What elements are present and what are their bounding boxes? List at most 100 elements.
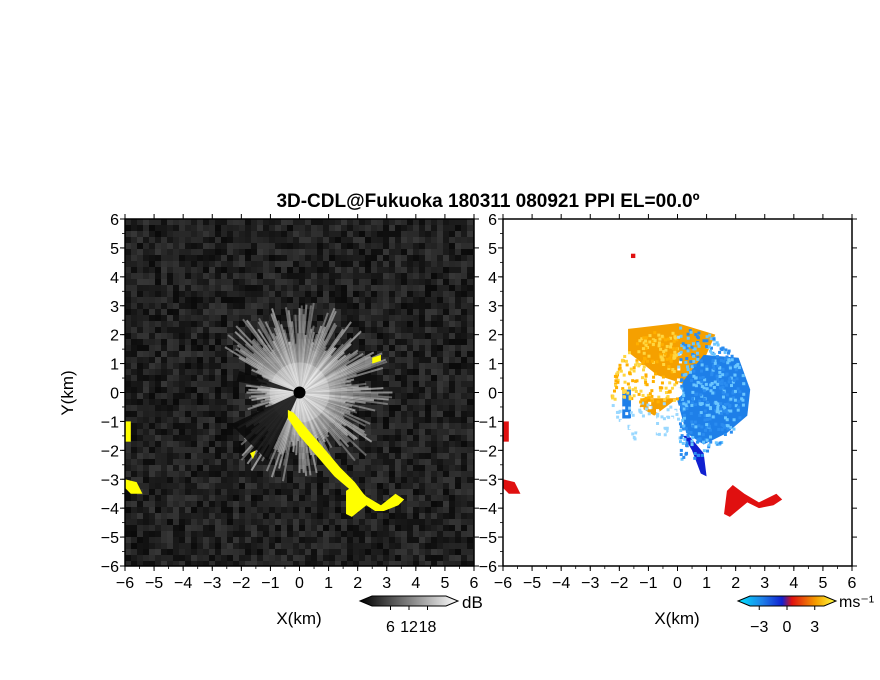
noise-cell bbox=[215, 411, 221, 417]
noise-cell bbox=[425, 333, 431, 339]
noise-cell bbox=[143, 417, 149, 423]
noise-cell bbox=[179, 261, 185, 267]
noise-cell bbox=[419, 333, 425, 339]
noise-cell bbox=[401, 333, 407, 339]
noise-cell bbox=[257, 231, 263, 237]
noise-cell bbox=[215, 231, 221, 237]
noise-cell bbox=[257, 537, 263, 543]
noise-cell bbox=[461, 321, 467, 327]
noise-cell bbox=[245, 303, 251, 309]
noise-cell bbox=[191, 411, 197, 417]
velocity-speckle-cell bbox=[723, 406, 727, 410]
colorbar-tick-label: 6 bbox=[386, 619, 395, 636]
noise-cell bbox=[419, 369, 425, 375]
noise-cell bbox=[335, 225, 341, 231]
noise-cell bbox=[215, 429, 221, 435]
noise-cell bbox=[383, 297, 389, 303]
noise-cell bbox=[395, 483, 401, 489]
noise-cell bbox=[413, 483, 419, 489]
noise-cell bbox=[455, 459, 461, 465]
noise-cell bbox=[455, 363, 461, 369]
noise-cell bbox=[209, 255, 215, 261]
noise-cell bbox=[155, 267, 161, 273]
noise-cell bbox=[455, 519, 461, 525]
noise-cell bbox=[197, 519, 203, 525]
noise-cell bbox=[419, 447, 425, 453]
noise-cell bbox=[143, 339, 149, 345]
noise-cell bbox=[377, 339, 383, 345]
noise-cell bbox=[305, 537, 311, 543]
noise-cell bbox=[257, 489, 263, 495]
noise-cell bbox=[401, 327, 407, 333]
noise-cell bbox=[293, 249, 299, 255]
noise-cell bbox=[353, 561, 359, 566]
noise-cell bbox=[461, 561, 467, 566]
noise-cell bbox=[281, 237, 287, 243]
noise-cell bbox=[185, 243, 191, 249]
noise-cell bbox=[275, 465, 281, 471]
noise-cell bbox=[251, 501, 257, 507]
noise-cell bbox=[155, 453, 161, 459]
velocity-speckle-cell bbox=[670, 386, 674, 390]
velocity-speckle-cell bbox=[648, 406, 652, 410]
noise-cell bbox=[395, 249, 401, 255]
noise-cell bbox=[359, 249, 365, 255]
noise-cell bbox=[335, 477, 341, 483]
noise-cell bbox=[125, 525, 131, 531]
noise-cell bbox=[455, 561, 461, 566]
noise-cell bbox=[197, 543, 203, 549]
noise-cell bbox=[143, 525, 149, 531]
noise-cell bbox=[395, 369, 401, 375]
noise-cell bbox=[335, 255, 341, 261]
velocity-speckle-cell bbox=[660, 415, 664, 419]
noise-cell bbox=[347, 231, 353, 237]
noise-cell bbox=[155, 417, 161, 423]
noise-cell bbox=[155, 393, 161, 399]
noise-cell bbox=[383, 471, 389, 477]
noise-cell bbox=[239, 525, 245, 531]
noise-cell bbox=[179, 489, 185, 495]
noise-cell bbox=[167, 513, 173, 519]
velocity-speckle-cell bbox=[669, 423, 673, 427]
noise-cell bbox=[197, 219, 203, 225]
noise-cell bbox=[239, 249, 245, 255]
noise-cell bbox=[413, 309, 419, 315]
noise-cell bbox=[269, 249, 275, 255]
noise-cell bbox=[371, 285, 377, 291]
velocity-speckle-cell bbox=[644, 342, 648, 346]
noise-cell bbox=[173, 369, 179, 375]
noise-cell bbox=[245, 249, 251, 255]
noise-cell bbox=[179, 519, 185, 525]
noise-cell bbox=[359, 225, 365, 231]
noise-cell bbox=[425, 549, 431, 555]
noise-cell bbox=[305, 465, 311, 471]
noise-cell bbox=[305, 297, 311, 303]
noise-cell bbox=[407, 399, 413, 405]
noise-cell bbox=[203, 255, 209, 261]
velocity-speckle-cell bbox=[660, 343, 664, 347]
noise-cell bbox=[449, 261, 455, 267]
noise-cell bbox=[455, 489, 461, 495]
velocity-speckle-cell bbox=[663, 433, 667, 437]
noise-cell bbox=[395, 339, 401, 345]
noise-cell bbox=[167, 297, 173, 303]
noise-cell bbox=[245, 321, 251, 327]
velocity-speckle-cell bbox=[690, 420, 694, 424]
noise-cell bbox=[233, 375, 239, 381]
noise-cell bbox=[149, 375, 155, 381]
noise-cell bbox=[281, 285, 287, 291]
noise-cell bbox=[353, 447, 359, 453]
noise-cell bbox=[209, 555, 215, 561]
noise-cell bbox=[137, 339, 143, 345]
y-tick-label: 0 bbox=[488, 386, 497, 403]
noise-cell bbox=[449, 357, 455, 363]
noise-cell bbox=[461, 405, 467, 411]
noise-cell bbox=[389, 417, 395, 423]
noise-cell bbox=[329, 525, 335, 531]
noise-cell bbox=[443, 561, 449, 566]
noise-cell bbox=[263, 483, 269, 489]
velocity-speckle-cell bbox=[650, 394, 654, 398]
velocity-speckle-cell bbox=[724, 383, 728, 387]
noise-cell bbox=[413, 453, 419, 459]
noise-cell bbox=[431, 417, 437, 423]
